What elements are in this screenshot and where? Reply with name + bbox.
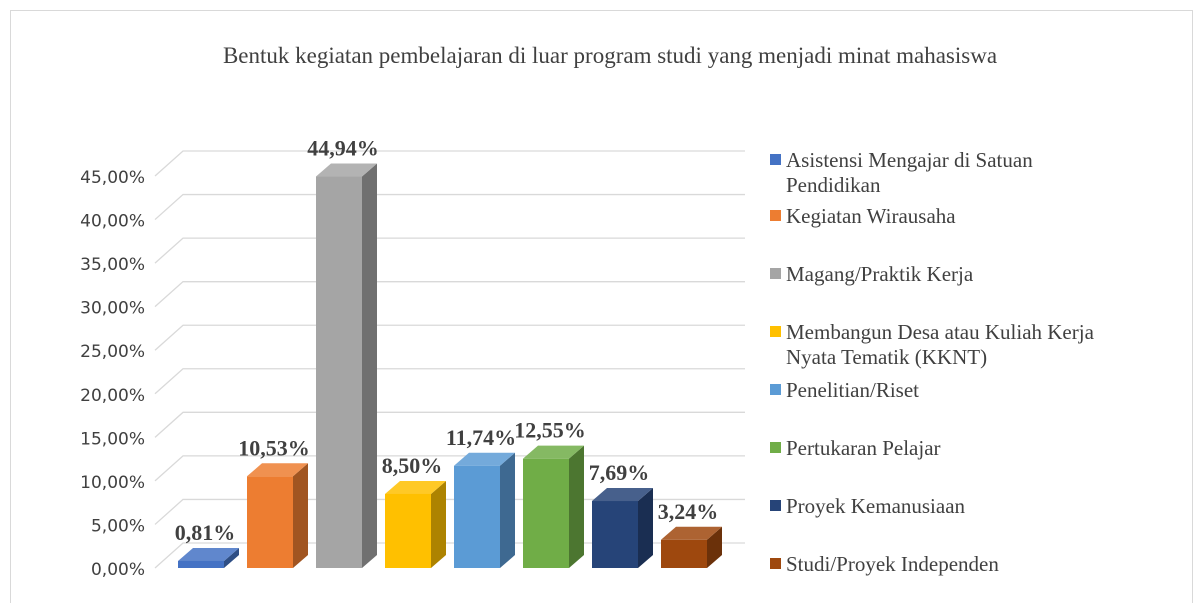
legend-label: Penelitian/Riset xyxy=(786,378,919,402)
bar xyxy=(178,560,224,568)
legend-swatch xyxy=(770,442,781,453)
y-tick-label: 35,00% xyxy=(80,255,145,275)
bar-side xyxy=(362,163,377,569)
bar-top xyxy=(316,163,377,177)
y-tick-label: 45,00% xyxy=(80,168,145,188)
legend-label: Studi/Proyek Independen xyxy=(786,552,999,576)
bar-top xyxy=(385,480,446,494)
grid-line xyxy=(154,281,745,308)
data-label: 8,50% xyxy=(382,453,443,478)
y-tick-label: 25,00% xyxy=(80,342,145,362)
data-label: 44,94% xyxy=(307,136,379,161)
legend-swatch xyxy=(770,558,781,569)
bar-side xyxy=(293,463,308,568)
legend-swatch xyxy=(770,268,781,279)
legend-item: Penelitian/Riset xyxy=(770,378,1116,403)
bar-top xyxy=(454,452,515,466)
data-label: 0,81% xyxy=(175,520,236,545)
grid-line xyxy=(154,498,745,525)
y-tick-label: 30,00% xyxy=(80,299,145,319)
legend-item: Pertukaran Pelajar xyxy=(770,436,1116,461)
legend-label: Proyek Kemanusiaan xyxy=(786,494,966,518)
bar-top xyxy=(523,445,584,459)
legend-item: Asistensi Mengajar di Satuan Pendidikan xyxy=(770,148,1116,198)
grid-line xyxy=(154,237,745,264)
data-label: 3,24% xyxy=(658,499,719,524)
bar-side xyxy=(638,488,653,568)
legend-swatch xyxy=(770,326,781,337)
grid-line xyxy=(154,542,745,569)
legend-label: Pertukaran Pelajar xyxy=(786,436,941,460)
bar xyxy=(454,465,500,568)
legend-item: Magang/Praktik Kerja xyxy=(770,262,1116,287)
legend-label: Kegiatan Wirausaha xyxy=(786,204,956,228)
data-label: 11,74% xyxy=(446,425,516,450)
grid-line xyxy=(154,324,745,351)
bar xyxy=(661,539,707,568)
bar-side xyxy=(569,445,584,568)
bar xyxy=(592,501,638,568)
y-tick-label: 40,00% xyxy=(80,212,145,232)
legend-swatch xyxy=(770,500,781,511)
bar-side xyxy=(500,452,515,568)
bar xyxy=(247,476,293,568)
grid-line xyxy=(154,368,745,395)
data-label: 7,69% xyxy=(589,460,650,485)
grid-line xyxy=(154,411,745,438)
y-tick-label: 0,00% xyxy=(91,560,145,580)
y-tick-label: 15,00% xyxy=(80,429,145,449)
bar-top xyxy=(247,463,308,477)
data-label: 12,55% xyxy=(514,418,586,443)
grid-line xyxy=(154,150,745,177)
chart-border xyxy=(10,10,1193,603)
bar-side xyxy=(431,480,446,568)
bar xyxy=(316,176,362,569)
legend-label: Asistensi Mengajar di Satuan Pendidikan xyxy=(786,148,1033,197)
legend-item: Kegiatan Wirausaha xyxy=(770,204,1116,229)
y-tick-label: 10,00% xyxy=(80,473,145,493)
bar xyxy=(523,458,569,568)
grid-line xyxy=(154,193,745,221)
legend-label: Magang/Praktik Kerja xyxy=(786,262,974,286)
legend-label: Membangun Desa atau Kuliah Kerja Nyata T… xyxy=(786,320,1094,369)
y-tick-label: 5,00% xyxy=(91,516,145,536)
bar-top xyxy=(661,526,722,540)
legend-item: Proyek Kemanusiaan xyxy=(770,494,1116,519)
legend-swatch xyxy=(770,384,781,395)
bar-side xyxy=(224,547,239,568)
chart-title: Bentuk kegiatan pembelajaran di luar pro… xyxy=(222,43,998,68)
bar-top xyxy=(592,488,653,502)
bar-side xyxy=(707,526,722,568)
data-label: 10,53% xyxy=(238,435,310,460)
legend-swatch xyxy=(770,154,781,165)
legend-item: Membangun Desa atau Kuliah Kerja Nyata T… xyxy=(770,320,1116,370)
bar xyxy=(385,493,431,568)
legend-item: Studi/Proyek Independen xyxy=(770,552,1116,577)
y-tick-label: 20,00% xyxy=(80,386,145,406)
bar-top xyxy=(178,547,239,561)
legend-swatch xyxy=(770,210,781,221)
